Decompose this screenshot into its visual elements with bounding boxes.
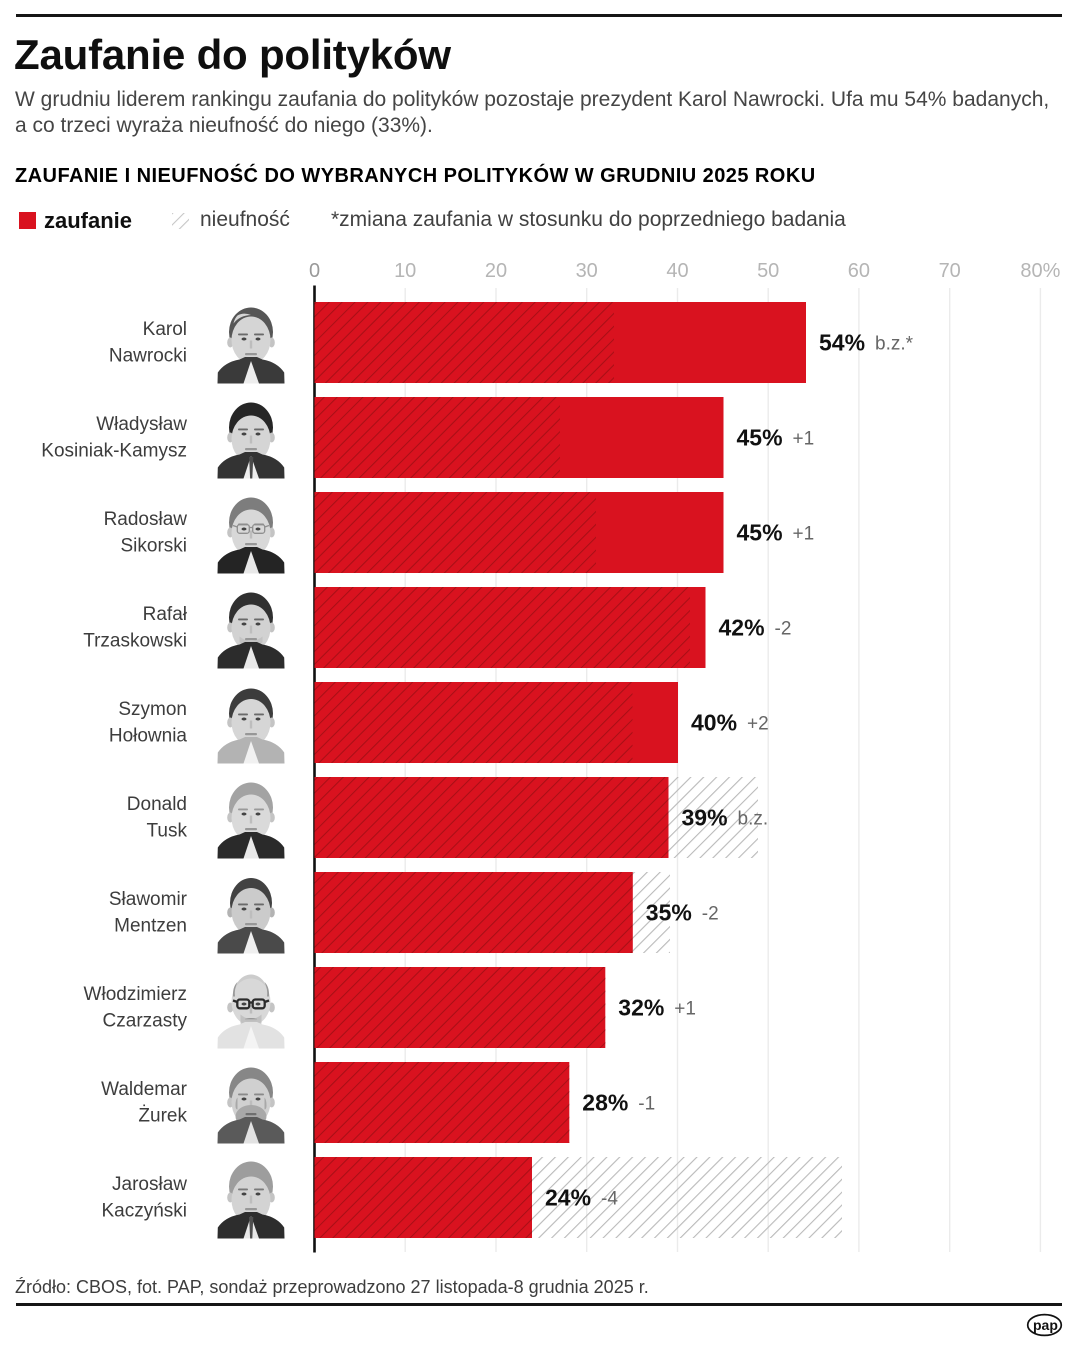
svg-text:Sławomir: Sławomir (109, 889, 188, 910)
svg-text:45%: 45% (737, 520, 783, 546)
svg-text:Donald: Donald (127, 794, 187, 815)
svg-text:Czarzasty: Czarzasty (103, 1010, 188, 1031)
svg-text:20: 20 (485, 260, 507, 282)
svg-text:Waldemar: Waldemar (101, 1079, 188, 1100)
svg-text:-1: -1 (638, 1094, 655, 1115)
svg-text:+1: +1 (793, 429, 815, 450)
svg-text:+1: +1 (674, 999, 696, 1020)
svg-text:70: 70 (939, 260, 961, 282)
svg-text:Kaczyński: Kaczyński (101, 1200, 187, 1221)
svg-text:Żurek: Żurek (138, 1105, 187, 1126)
svg-text:80%: 80% (1020, 260, 1060, 282)
svg-text:-2: -2 (775, 619, 792, 640)
svg-text:40: 40 (666, 260, 688, 282)
svg-text:Karol: Karol (143, 319, 187, 340)
svg-text:50: 50 (757, 260, 779, 282)
svg-text:10: 10 (394, 260, 416, 282)
svg-text:Szymon: Szymon (118, 699, 187, 720)
svg-text:-2: -2 (702, 904, 719, 925)
svg-text:Włodzimierz: Włodzimierz (84, 984, 187, 1005)
svg-text:Jarosław: Jarosław (112, 1174, 187, 1195)
svg-text:42%: 42% (719, 615, 765, 641)
svg-text:Rafał: Rafał (143, 604, 188, 625)
svg-text:24%: 24% (545, 1185, 591, 1211)
svg-text:45%: 45% (737, 425, 783, 451)
svg-text:pap: pap (1033, 1317, 1058, 1333)
svg-text:54%: 54% (819, 330, 865, 356)
svg-text:Kosiniak-Kamysz: Kosiniak-Kamysz (41, 440, 187, 461)
svg-text:35%: 35% (646, 900, 692, 926)
svg-text:Radosław: Radosław (104, 509, 188, 530)
svg-text:Władysław: Władysław (96, 414, 187, 435)
svg-text:39%: 39% (682, 805, 728, 831)
svg-text:+2: +2 (747, 714, 769, 735)
svg-text:30: 30 (576, 260, 598, 282)
svg-text:Mentzen: Mentzen (114, 915, 187, 936)
svg-text:32%: 32% (618, 995, 664, 1021)
svg-text:b.z.*: b.z.* (875, 334, 914, 355)
svg-text:Trzaskowski: Trzaskowski (83, 630, 187, 651)
svg-text:Sikorski: Sikorski (120, 535, 187, 556)
svg-text:+1: +1 (793, 524, 815, 545)
svg-text:Tusk: Tusk (147, 820, 188, 841)
svg-text:Hołownia: Hołownia (109, 725, 188, 746)
svg-text:Nawrocki: Nawrocki (109, 345, 187, 366)
svg-text:40%: 40% (691, 710, 737, 736)
svg-text:b.z.: b.z. (738, 809, 769, 830)
svg-text:-4: -4 (601, 1189, 618, 1210)
svg-text:0: 0 (309, 260, 320, 282)
svg-text:28%: 28% (582, 1090, 628, 1116)
svg-text:60: 60 (848, 260, 870, 282)
